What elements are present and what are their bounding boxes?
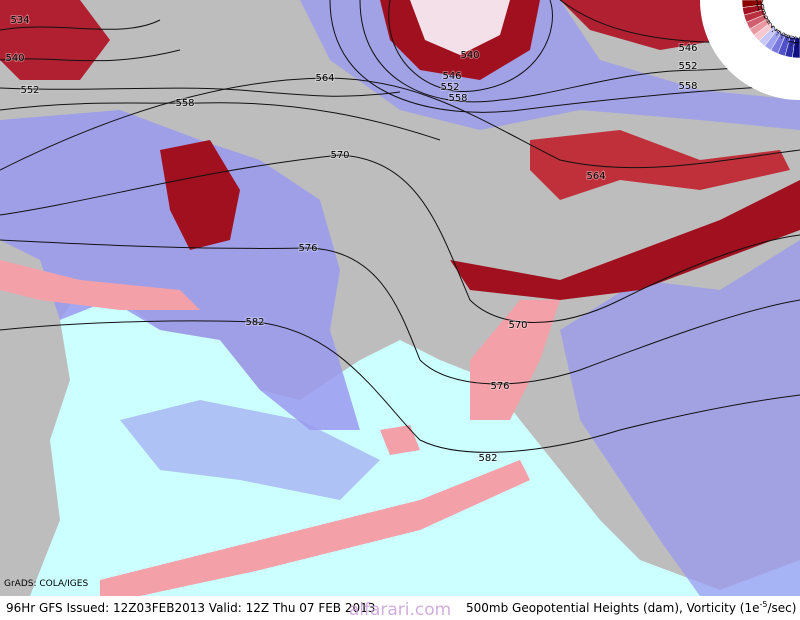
colorbar-label: -2: [769, 24, 780, 35]
contour-line: [329, 0, 800, 113]
contour-label: 558: [448, 93, 467, 104]
contour-label: 540: [460, 50, 479, 61]
colorbar-label: -12: [793, 36, 800, 48]
contour-label: 540: [5, 53, 24, 64]
colorbar-label: -10: [787, 35, 797, 48]
credit: GrADS: COLA/IGES: [4, 579, 88, 589]
vorticity-positive: [0, 260, 200, 310]
footer-right-suffix: /sec): [767, 601, 796, 615]
contour-label: 534: [10, 15, 29, 26]
vorticity-strong: [530, 130, 790, 200]
colorbar-label: -8: [782, 33, 792, 42]
contour-line: [0, 102, 441, 141]
map-field: [0, 0, 800, 596]
colorbar-label: 6: [762, 12, 770, 21]
vorticity-core: [410, 0, 510, 55]
footer-right-exponent: -5: [759, 600, 767, 609]
footer-left: 96Hr GFS Issued: 12Z03FEB2013 Valid: 12Z…: [6, 601, 375, 615]
colorbar-label: -4: [773, 27, 784, 38]
colorbar-swatch: [792, 37, 800, 59]
contour-label: 576: [298, 243, 317, 254]
colorbar-label: 2: [767, 21, 776, 30]
contour-line: [388, 0, 553, 92]
height-contours: [0, 0, 800, 453]
vorticity-positive: [380, 425, 420, 455]
contour-label: 564: [586, 171, 605, 182]
vorticity-positive: [470, 300, 560, 420]
contour-line: [0, 154, 800, 323]
contour-label: 552: [678, 61, 697, 72]
vorticity-strong: [450, 180, 800, 300]
contour-label: 546: [678, 43, 697, 54]
contour-label: 582: [245, 317, 264, 328]
vorticity-strong: [560, 0, 720, 50]
colorbar-label: 12: [755, 0, 764, 7]
vorticity-negative: [0, 110, 360, 430]
vorticity-strong: [0, 0, 110, 80]
vorticity-positive: [100, 460, 530, 596]
contour-label: 546: [442, 71, 461, 82]
contour-line: [0, 77, 800, 171]
colorbar-background: [700, 0, 800, 100]
contour-label: 570: [508, 320, 527, 331]
contour-line: [0, 239, 800, 385]
contour-label: 570: [330, 150, 349, 161]
watermark: alfarari.com: [349, 600, 451, 620]
contour-label: 552: [440, 82, 459, 93]
contour-line: [0, 49, 181, 62]
contour-label: 558: [175, 98, 194, 109]
vorticity-strong: [160, 140, 240, 250]
contour-label: 576: [490, 381, 509, 392]
contour-line: [0, 19, 161, 31]
contour-line: [0, 320, 800, 453]
footer-right-prefix: 500mb Geopotential Heights (dam), Vortic…: [466, 601, 759, 615]
contour-labels: 534 540 552 558 564 570 576 582 540 546 …: [4, 14, 698, 465]
colorbar-label: 10: [755, 3, 765, 13]
contour-line: [0, 87, 401, 97]
vorticity-negative: [560, 240, 800, 596]
footer-bar: [0, 596, 800, 620]
contour-label: 564: [315, 73, 334, 84]
vorticity-negative: [120, 400, 380, 500]
colorbar-label: 4: [764, 16, 773, 25]
contour-label: 552: [20, 85, 39, 96]
colorbar-label: 8: [760, 8, 767, 17]
contour-label: 582: [478, 453, 497, 464]
contour-label: 558: [678, 81, 697, 92]
colorbar-label: -6: [777, 30, 788, 40]
footer-right: 500mb Geopotential Heights (dam), Vortic…: [466, 600, 796, 615]
